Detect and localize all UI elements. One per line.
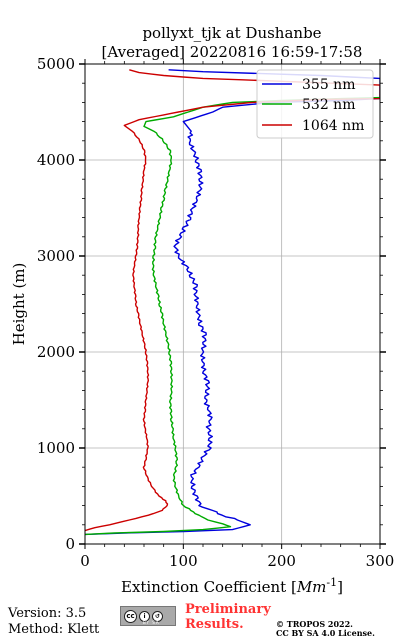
cc-by-sa-icon: cc i ↺ BY SA	[120, 606, 176, 626]
x-tick-label: 100	[169, 552, 198, 570]
legend-label-355: 355 nm	[302, 77, 355, 93]
method-text: Method: Klett	[8, 622, 100, 637]
plot-frame	[84, 63, 381, 545]
y-tick-label: 1000	[37, 439, 75, 457]
chart-subtitle: [Averaged] 20220816 16:59-17:58	[102, 43, 363, 61]
x-axis-label-text: Extinction Coefficient [	[121, 578, 297, 596]
legend: 355 nm 532 nm 1064 nm	[256, 69, 374, 139]
y-tick-label: 5000	[37, 55, 75, 73]
series-line-532-nm	[85, 96, 380, 536]
copyright-text: © TROPOS 2022.	[276, 619, 353, 629]
x-axis-label-exp: -1	[326, 576, 337, 589]
series-line-355-nm	[85, 69, 380, 536]
series-line-1064-nm	[85, 69, 380, 532]
x-tick-label: 200	[267, 552, 296, 570]
license-text: CC BY SA 4.0 License.	[276, 628, 375, 638]
y-tick-label: 0	[65, 535, 75, 553]
legend-box	[256, 69, 374, 139]
footer-info: Version: 3.5 Method: Klett	[8, 606, 99, 638]
y-tick-label: 3000	[37, 247, 75, 265]
by-icon: i	[139, 610, 150, 622]
preliminary-line-1: Preliminary	[185, 602, 271, 617]
legend-label-532: 532 nm	[302, 97, 355, 113]
preliminary-notice: Preliminary Results.	[185, 602, 271, 632]
y-tick-label: 2000	[37, 343, 75, 361]
y-tick-label: 4000	[37, 151, 75, 169]
x-tick-label: 300	[366, 552, 395, 570]
x-axis-label: Extinction Coefficient [Mm-1]	[121, 576, 343, 596]
y-axis-label: Height (m)	[10, 263, 28, 346]
preliminary-line-2: Results.	[185, 617, 244, 632]
cc-badge-sub: BY SA	[143, 620, 160, 625]
chart-title: pollyxt_tjk at Dushanbe	[142, 24, 321, 42]
sa-icon: ↺	[152, 610, 163, 622]
x-axis-label-close: ]	[337, 578, 343, 596]
legend-label-1064: 1064 nm	[302, 118, 364, 134]
cc-icon: cc	[124, 609, 137, 623]
version-text: Version: 3.5	[8, 606, 87, 621]
series-lines	[85, 69, 380, 536]
x-tick-label: 0	[80, 552, 90, 570]
x-axis-label-unit: Mm	[296, 578, 327, 596]
copyright-notice: © TROPOS 2022. CC BY SA 4.0 License.	[276, 620, 375, 638]
